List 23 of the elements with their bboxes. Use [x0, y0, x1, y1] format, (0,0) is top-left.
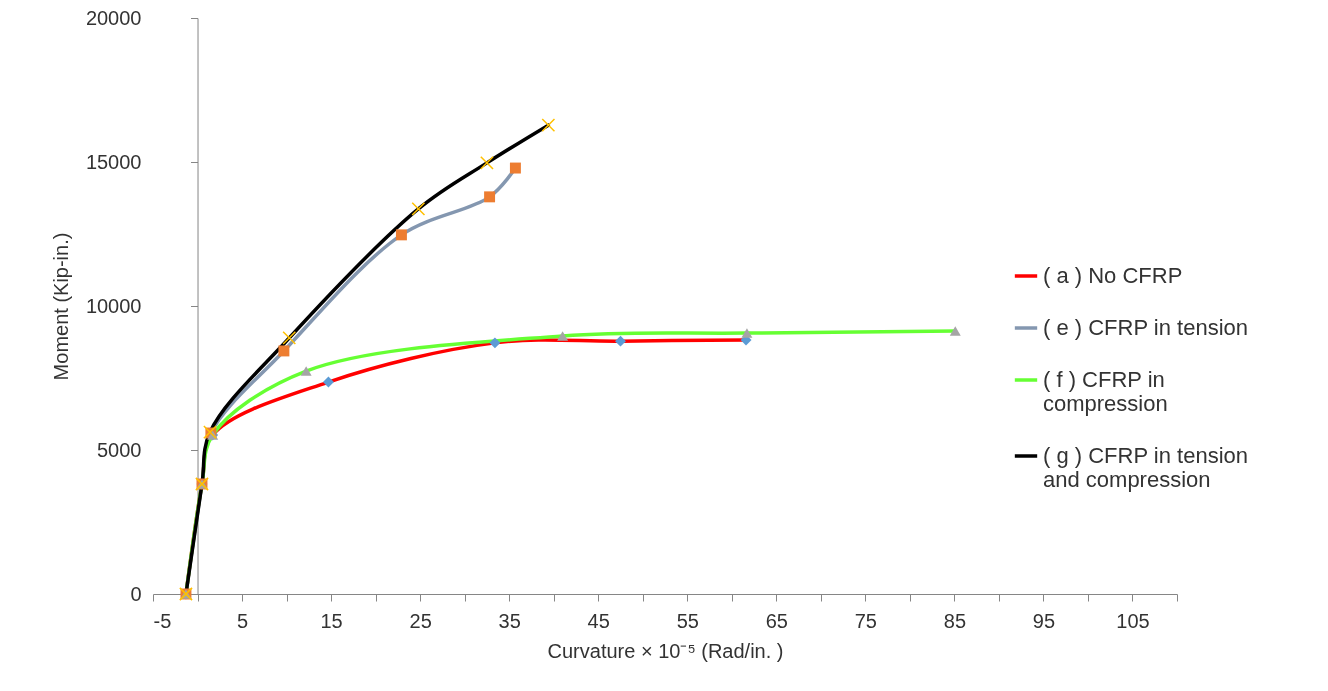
x-tick-label: 35	[498, 609, 521, 632]
legend-label: ( a ) No CFRP	[1043, 263, 1183, 288]
x-tick-label: -5	[153, 609, 172, 632]
x-tick-label: 75	[854, 609, 877, 632]
legend-label: ( e ) CFRP in tension	[1043, 315, 1249, 340]
x-axis-title: Curvature × 10⁻⁵ (Rad/in. )	[547, 639, 784, 662]
x-tick-label: 25	[409, 609, 432, 632]
legend-label: ( f ) CFRP in compression	[1043, 367, 1168, 416]
x-tick-label: 45	[587, 609, 610, 632]
x-tick-label: 15	[320, 609, 343, 632]
y-axis-title: Moment (Kip-in.)	[49, 232, 72, 381]
x-tick-label: 5	[236, 609, 249, 632]
x-tick-label: 55	[676, 609, 699, 632]
y-tick-label: 15000	[85, 150, 142, 173]
x-tick-label: 105	[1116, 609, 1150, 632]
y-tick-label: 10000	[85, 294, 142, 317]
y-tick-label: 20000	[85, 6, 142, 29]
x-tick-label: 85	[943, 609, 967, 632]
x-tick-label: 65	[765, 609, 788, 632]
y-tick-label: 0	[130, 582, 142, 605]
legend-label: ( g ) CFRP in tension and compression	[1043, 443, 1249, 492]
x-tick-label: 95	[1032, 609, 1056, 632]
y-tick-label: 5000	[97, 438, 142, 461]
